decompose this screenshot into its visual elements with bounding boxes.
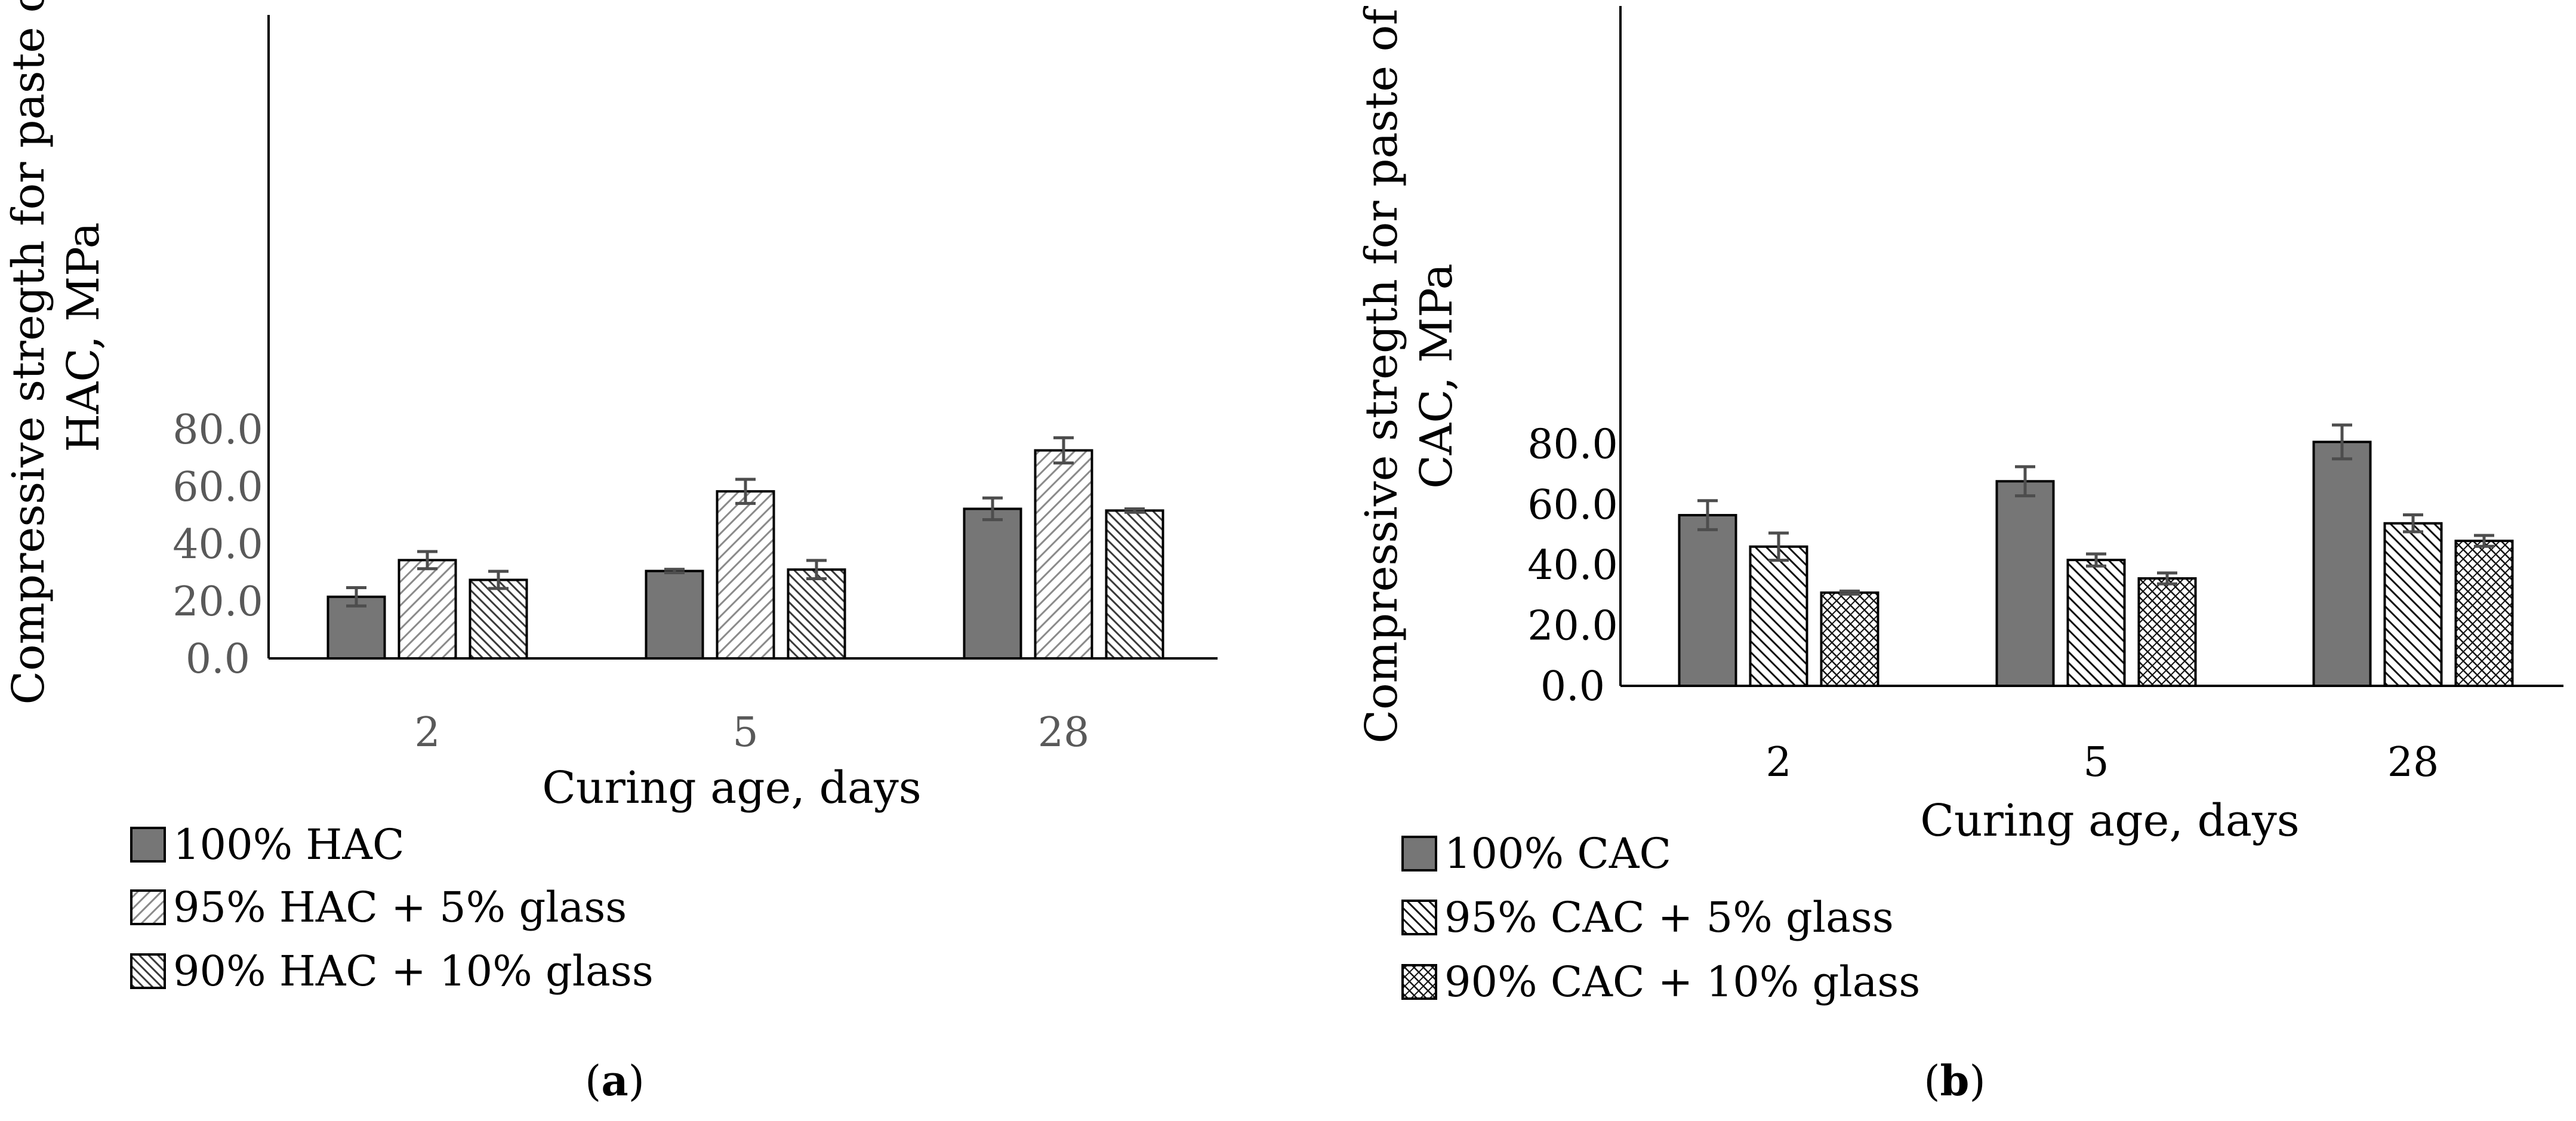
caption-letter: a — [601, 1056, 628, 1105]
bar — [1995, 480, 2055, 687]
panel-caption: (a) — [585, 1056, 645, 1105]
x-tick-label: 28 — [1038, 709, 1090, 756]
error-bar — [1053, 436, 1074, 465]
legend-item: 100% CAC — [1401, 829, 1671, 878]
bar — [787, 568, 846, 660]
bar — [1820, 591, 1879, 687]
y-axis-title-line-2: CAC, MPa — [1411, 263, 1462, 488]
chart-panel-a: 0.0 20.0 40.0 60.0 80.0 2 5 28 Curing age, days C… — [3, 0, 1218, 1105]
x-tick-label: 2 — [1765, 739, 1791, 786]
legend-swatch — [130, 827, 166, 863]
bar — [645, 569, 704, 660]
x-axis-title: Curing age, days — [1920, 795, 2299, 846]
bar — [469, 578, 528, 660]
legend-item: 90% CAC + 10% glass — [1401, 957, 1920, 1006]
x-tick-label: 28 — [2387, 739, 2439, 786]
bar — [1749, 545, 1808, 688]
bar — [716, 490, 775, 660]
bar — [2312, 441, 2372, 687]
error-bar — [2015, 465, 2035, 498]
y-axis-title: Compressive stregth for paste ofCAC, MPa — [1356, 6, 1462, 744]
chart-panel-b: 0.0 20.0 40.0 60.0 80.0 2 5 28 Curing age, days C… — [1356, 6, 2563, 1105]
error-bar — [806, 559, 827, 581]
panel-caption: (b) — [1924, 1056, 1986, 1105]
bar — [2066, 559, 2126, 688]
error-bar — [2403, 513, 2423, 534]
y-tick-label: 80.0 — [172, 406, 263, 454]
legend-swatch — [130, 953, 166, 989]
y-axis-title-line-1: Compressive stregth for paste of — [1356, 6, 1407, 744]
error-bar — [1839, 589, 1860, 596]
legend-item: 95% HAC + 5% glass — [130, 883, 627, 932]
legend-label: 95% HAC + 5% glass — [173, 883, 627, 932]
error-bar — [1768, 531, 1789, 562]
legend-item: 90% HAC + 10% glass — [130, 947, 654, 996]
error-bar — [417, 550, 437, 571]
legend-swatch — [130, 889, 166, 925]
bar — [2454, 540, 2514, 687]
y-tick-label: 0.0 — [186, 636, 250, 683]
legend: 100% CAC 95% CAC + 5% glass 90% CAC + 10% … — [1401, 829, 1920, 1006]
legend-label: 90% HAC + 10% glass — [173, 947, 654, 996]
error-bar — [1697, 499, 1718, 531]
bar — [1034, 449, 1093, 660]
error-bar — [982, 496, 1003, 522]
x-tick-label: 5 — [2083, 739, 2109, 786]
y-tick-label: 40.0 — [172, 521, 263, 568]
y-tick-label: 0.0 — [1540, 663, 1605, 710]
x-tick-label: 5 — [732, 709, 758, 756]
error-bar — [2332, 423, 2352, 461]
legend-item: 95% CAC + 5% glass — [1401, 893, 1894, 942]
x-tick-label: 2 — [414, 709, 440, 756]
y-tick-label: 20.0 — [172, 578, 263, 626]
error-bar — [346, 586, 366, 608]
y-axis-title: Compressive stregth for paste ofHAC, MPa — [3, 0, 109, 705]
caption-letter: b — [1940, 1056, 1970, 1105]
y-tick-label: 60.0 — [1527, 482, 1617, 529]
error-bar — [2086, 552, 2106, 568]
error-bar — [1124, 507, 1145, 514]
bar — [1105, 509, 1164, 660]
legend-swatch — [1401, 964, 1437, 1000]
legend-swatch — [1401, 836, 1437, 871]
y-tick-label: 80.0 — [1527, 421, 1617, 468]
legend: 100% HAC 95% HAC + 5% glass 90% HAC + 10% … — [130, 820, 654, 996]
caption-paren-close: ) — [1969, 1057, 1985, 1105]
caption-paren-open: ( — [1924, 1057, 1940, 1105]
y-tick-label: 20.0 — [1527, 603, 1617, 650]
error-bar — [664, 568, 685, 574]
legend-label: 100% HAC — [173, 820, 405, 869]
legend-label: 95% CAC + 5% glass — [1444, 893, 1894, 942]
bar — [2137, 577, 2197, 688]
error-bar — [735, 478, 756, 505]
y-tick-label: 60.0 — [172, 464, 263, 511]
legend-item: 100% HAC — [130, 820, 405, 869]
bar — [398, 559, 457, 660]
bar — [2383, 522, 2443, 688]
caption-paren-close: ) — [628, 1057, 645, 1105]
y-axis-title-line-2: HAC, MPa — [58, 222, 109, 452]
error-bar — [2474, 534, 2494, 548]
legend-swatch — [1401, 900, 1437, 935]
bar — [1678, 514, 1737, 687]
error-bar — [488, 569, 509, 590]
caption-paren-open: ( — [585, 1057, 601, 1105]
x-axis-title: Curing age, days — [542, 762, 921, 814]
bar — [963, 507, 1022, 660]
legend-label: 90% CAC + 10% glass — [1444, 957, 1920, 1006]
legend-label: 100% CAC — [1444, 829, 1671, 878]
y-axis-title-line-1: Compressive stregth for paste of — [3, 0, 54, 705]
error-bar — [2157, 571, 2177, 586]
y-tick-label: 40.0 — [1527, 542, 1617, 589]
